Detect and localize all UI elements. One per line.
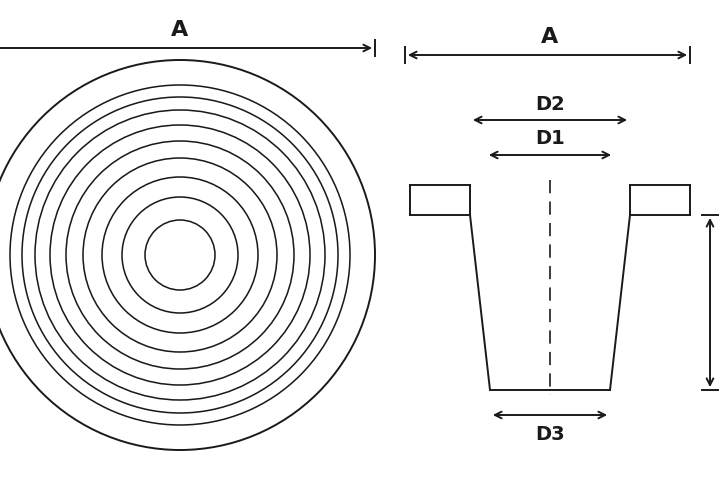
Text: A: A [541,27,559,47]
Text: D2: D2 [535,95,565,113]
Text: D3: D3 [535,425,564,444]
Text: A: A [171,20,189,40]
Text: D1: D1 [535,130,565,148]
